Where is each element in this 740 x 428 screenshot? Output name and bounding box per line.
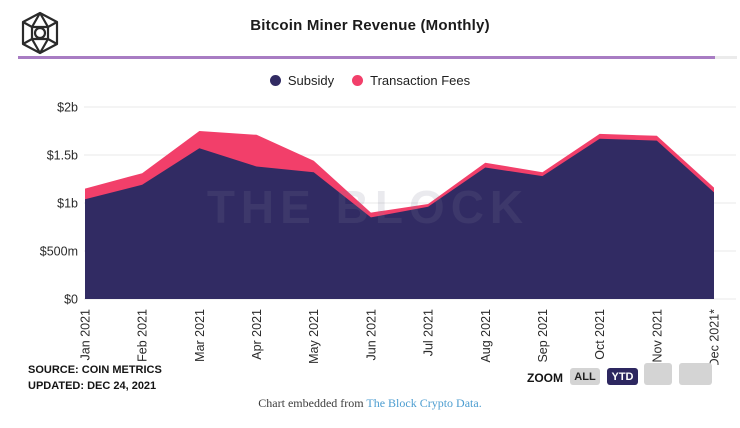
header-divider <box>18 56 737 59</box>
x-axis-tick-label: Sep 2021 <box>536 309 550 363</box>
y-axis-tick-label: $2b <box>57 101 78 115</box>
subsidy-area[interactable] <box>85 138 714 299</box>
chart-area[interactable]: $2b $1.5b $1b $500m $0 THE BLOCK Jan 2021 Feb 2… <box>0 95 740 367</box>
legend-label: Subsidy <box>287 73 335 88</box>
x-axis-tick-label: Apr 2021 <box>250 309 264 360</box>
legend-item-subsidy[interactable]: Subsidy <box>269 73 335 88</box>
zoom-all-button[interactable]: ALL <box>570 368 600 385</box>
y-axis-tick-label: $0 <box>64 293 78 307</box>
source-note: SOURCE: COIN METRICS UPDATED: DEC 24, 20… <box>28 363 162 395</box>
chart-title: Bitcoin Miner Revenue (Monthly) <box>250 17 490 34</box>
revenue-area-chart[interactable]: $2b $1.5b $1b $500m $0 THE BLOCK Jan 2021 Feb 2… <box>0 95 740 367</box>
x-axis-tick-label: Jan 2021 <box>79 309 93 360</box>
x-axis-tick-label: Feb 2021 <box>136 309 150 362</box>
y-axis-tick-label: $500m <box>40 245 78 259</box>
theblock-logo-icon[interactable] <box>20 11 60 55</box>
x-axis-tick-label: May 2021 <box>307 309 321 364</box>
transaction-fees-dot-icon <box>352 75 364 86</box>
zoom-controls-label: ZOOM <box>527 371 563 385</box>
source-line: SOURCE: COIN METRICS <box>28 364 162 376</box>
zoom-blank-button-1[interactable] <box>644 363 672 385</box>
updated-line: UPDATED: DEC 24, 2021 <box>28 379 157 392</box>
x-axis-tick-label: Oct 2021 <box>593 309 607 360</box>
zoom-blank-button-2[interactable] <box>679 363 712 385</box>
x-axis-tick-label: Aug 2021 <box>479 309 493 363</box>
zoom-ytd-button[interactable]: YTD <box>607 368 638 385</box>
legend-label: Transaction Fees <box>370 73 471 88</box>
legend-item-transaction-fees[interactable]: Transaction Fees <box>352 73 470 88</box>
theblock-watermark: THE BLOCK <box>207 181 529 233</box>
y-axis-tick-label: $1b <box>57 197 78 211</box>
embed-footer: Chart embedded from The Block Crypto Dat… <box>0 396 740 411</box>
theblock-data-link[interactable]: The Block Crypto Data. <box>366 396 482 410</box>
x-axis-tick-label: Mar 2021 <box>193 309 207 362</box>
y-axis-tick-label: $1.5b <box>47 149 78 163</box>
x-axis-tick-label: Nov 2021 <box>650 309 664 363</box>
chart-legend: Subsidy Transaction Fees <box>0 73 740 88</box>
subsidy-dot-icon <box>269 75 281 86</box>
x-axis-tick-label: Jul 2021 <box>422 309 436 356</box>
x-axis-tick-label: Dec 2021* <box>708 309 722 365</box>
embed-footer-text: Chart embedded from <box>258 396 367 410</box>
header-divider-fill <box>18 56 716 59</box>
x-axis-tick-label: Jun 2021 <box>364 309 378 360</box>
